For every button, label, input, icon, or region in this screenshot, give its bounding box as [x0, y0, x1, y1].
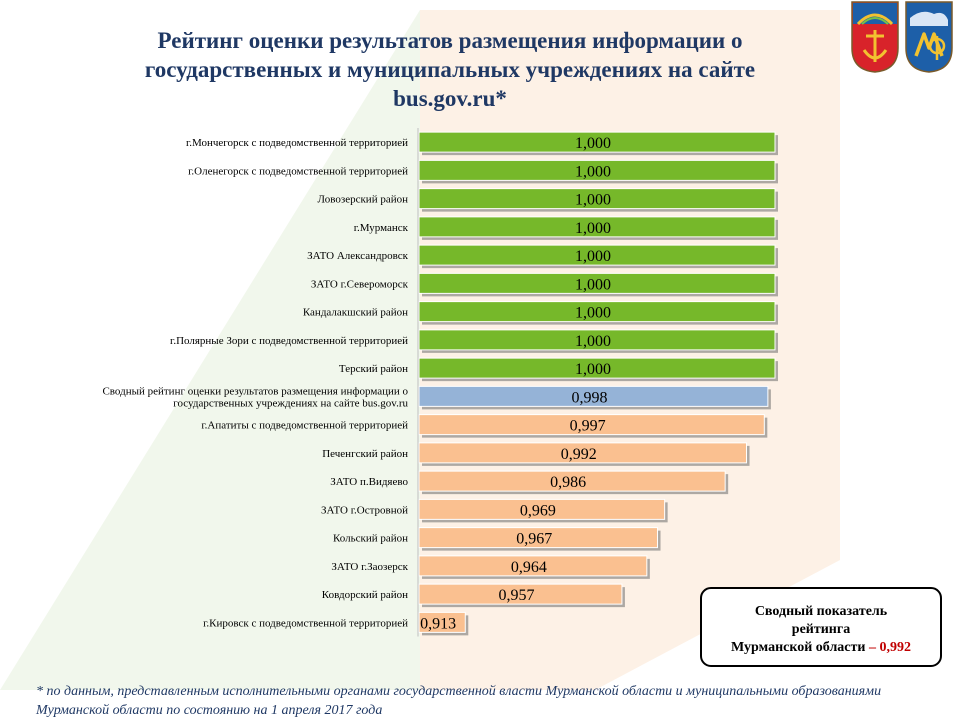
category-label: ЗАТО п.Видяево: [330, 476, 408, 488]
footnote: * по данным, представленным исполнительн…: [36, 684, 882, 718]
category-label: Кандалакшский район: [303, 307, 408, 319]
category-label: Сводный рейтинг оценки результатов разме…: [102, 385, 408, 409]
bar-value-label: 1,000: [575, 333, 611, 350]
bar-value-label: 0,992: [561, 446, 597, 463]
summary-line-3: Мурманской области: [731, 640, 866, 655]
bar: [418, 470, 726, 492]
category-label: г.Мурманск: [354, 222, 409, 234]
bar: [418, 272, 776, 294]
bar-value-label: 0,997: [570, 418, 606, 435]
bar-value-label: 0,969: [520, 502, 556, 519]
category-label: Печенгский район: [322, 448, 408, 460]
bar-value-label: 1,000: [575, 276, 611, 293]
bar: [418, 527, 659, 549]
bar: [418, 414, 765, 436]
bar: [418, 555, 648, 577]
bar: [418, 583, 623, 605]
bar-value-label: 0,998: [571, 389, 607, 406]
category-label: г.Апатиты с подведомственной территорией: [201, 420, 408, 432]
bar: [418, 442, 748, 464]
category-label: г.Полярные Зори с подведомственной терри…: [170, 335, 408, 347]
category-label: г.Оленегорск с подведомственной территор…: [188, 165, 408, 177]
bar-value-label: 0,964: [511, 559, 547, 576]
bar-value-label: 1,000: [575, 361, 611, 378]
bar-row: 0,964 ЗАТО г.Заозерск: [331, 555, 650, 579]
bar: [418, 131, 776, 153]
summary-line-2: рейтинга: [791, 622, 851, 637]
bar-value-label: 1,000: [575, 305, 611, 322]
bar-row: 1,000 Ловозерский район: [318, 188, 778, 212]
summary-line-3-container: Мурманской области – 0,992: [702, 639, 940, 657]
category-label: Кольский район: [333, 533, 408, 545]
bar: [418, 244, 776, 266]
category-label: г.Мончегорск с подведомственной территор…: [186, 137, 408, 149]
bar: [418, 159, 776, 181]
bar: [418, 301, 776, 323]
bar: [418, 357, 776, 379]
bar: [418, 611, 466, 633]
ministry-of-finance-emblem-icon: [905, 1, 953, 73]
murmansk-region-emblem-icon: [851, 1, 899, 73]
bar-value-label: 1,000: [575, 163, 611, 180]
bar-value-label: 1,000: [575, 192, 611, 209]
summary-dash: –: [865, 640, 880, 655]
bar: [418, 385, 769, 407]
bar-value-label: 1,000: [575, 248, 611, 265]
bar-row: 1,000 г.Мончегорск с подведомственной тер…: [186, 131, 778, 156]
category-label: ЗАТО г.Североморск: [311, 278, 409, 290]
category-label: Ловозерский район: [318, 194, 409, 206]
bar-value-label: 0,986: [550, 474, 586, 491]
bar: [418, 216, 776, 238]
bar: [418, 329, 776, 351]
category-label: г.Кировск с подведомственной территорией: [203, 617, 408, 629]
bar-row: 1,000 Терский район: [339, 357, 778, 382]
bar-row: 0,986 ЗАТО п.Видяево: [330, 470, 729, 495]
bar-row: 0,969 ЗАТО г.Островной: [321, 498, 668, 523]
bar: [418, 188, 776, 210]
bar-row: 1,000 г.Оленегорск с подведомственной тер…: [188, 159, 778, 184]
summary-line-1: Сводный показатель: [754, 604, 888, 619]
bar-value-label: 0,913: [420, 615, 456, 632]
bar-row: 0,913 г.Кировск с подведомственной террит…: [203, 611, 469, 636]
chart-title: Рейтинг оценки результатов размещения ин…: [144, 28, 756, 111]
bar-row: 0,967 Кольский район: [333, 527, 661, 551]
category-label: ЗАТО Александровск: [307, 250, 409, 262]
bar-row: 0,997 г.Апатиты с подведомственной террит…: [201, 414, 768, 438]
category-label: Терский район: [339, 363, 408, 375]
bar-value-label: 0,957: [498, 587, 534, 604]
bar-row: 1,000 ЗАТО г.Североморск: [311, 272, 778, 297]
bar: [418, 498, 666, 520]
bar-value-label: 1,000: [575, 135, 611, 152]
background-shape-green: [0, 10, 420, 690]
category-label: ЗАТО г.Заозерск: [331, 561, 408, 573]
bar-row: 0,998 Сводный рейтинг оценки результатов …: [102, 385, 771, 410]
bar-row: 0,957 Ковдорский район: [322, 583, 625, 608]
bar-value-label: 0,967: [516, 531, 552, 548]
summary-box: Сводный показатель рейтинга Мурманской о…: [700, 587, 942, 667]
bar-row: 1,000 ЗАТО Александровск: [307, 244, 778, 269]
bar-row: 0,992 Печенгский район: [322, 442, 750, 466]
bar-row: 1,000 Кандалакшский район: [303, 301, 778, 325]
summary-value: 0,992: [879, 640, 911, 655]
bar-value-label: 1,000: [575, 220, 611, 237]
bar-row: 1,000 г.Полярные Зори с подведомственной …: [170, 329, 778, 353]
category-label: Ковдорский район: [322, 589, 408, 601]
category-label: ЗАТО г.Островной: [321, 504, 408, 516]
bar-row: 1,000 г.Мурманск: [354, 216, 778, 240]
